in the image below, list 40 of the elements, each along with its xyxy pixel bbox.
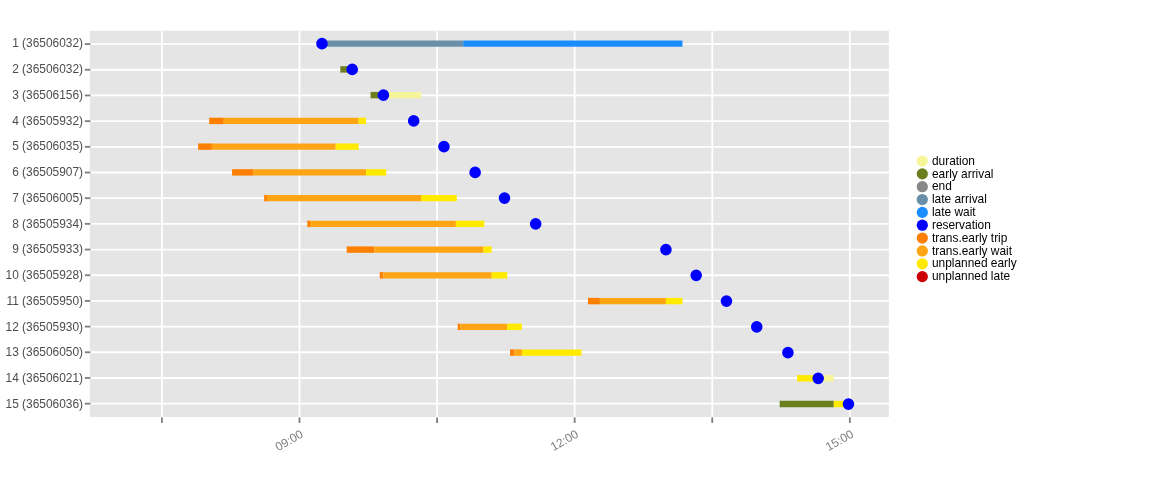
legend-label: duration <box>931 153 975 168</box>
legend-label: late arrival <box>931 192 987 207</box>
point <box>469 166 481 179</box>
y-tick-label: 13 (36506050) <box>5 345 84 360</box>
point <box>346 63 359 76</box>
point <box>498 192 511 204</box>
point <box>316 37 328 50</box>
legend-label: trans.early trip <box>931 230 1008 245</box>
point <box>842 398 855 410</box>
point <box>660 243 672 256</box>
y-tick-label: 8 (36505934) <box>12 216 84 231</box>
point <box>812 372 824 385</box>
legend-label: unplanned early <box>931 256 1017 271</box>
y-tick-label: 15 (36506036) <box>5 396 84 411</box>
legend-label: end <box>931 179 952 194</box>
legend-label: late wait <box>931 205 977 220</box>
y-tick-label: 6 (36505907) <box>12 165 84 180</box>
point <box>720 295 733 307</box>
point <box>690 269 702 282</box>
legend-label: reservation <box>931 217 991 232</box>
legend-label: unplanned late <box>931 269 1011 284</box>
y-tick-label: 10 (36505928) <box>5 268 84 283</box>
point <box>407 115 420 127</box>
x-tick-label: 09:00 <box>272 426 306 454</box>
y-tick-label: 5 (36506035) <box>12 139 84 154</box>
y-tick-label: 12 (36505930) <box>5 319 84 334</box>
y-tick-label: 9 (36505933) <box>12 242 84 257</box>
y-tick-label: 7 (36506005) <box>12 190 84 205</box>
y-tick-label: 14 (36506021) <box>5 371 84 385</box>
point <box>377 89 390 101</box>
legend-label: early arrival <box>931 166 994 181</box>
y-tick-label: 4 (36505932) <box>12 113 84 128</box>
y-tick-label: 3 (36506156) <box>12 87 84 102</box>
point <box>782 346 794 359</box>
point <box>438 140 450 153</box>
point <box>529 218 542 230</box>
y-tick-label: 2 (36506032) <box>12 62 84 77</box>
point <box>750 321 763 333</box>
y-tick-label: 11 (36505950) <box>6 293 84 308</box>
y-tick-label: 1 (36506032) <box>12 36 84 51</box>
